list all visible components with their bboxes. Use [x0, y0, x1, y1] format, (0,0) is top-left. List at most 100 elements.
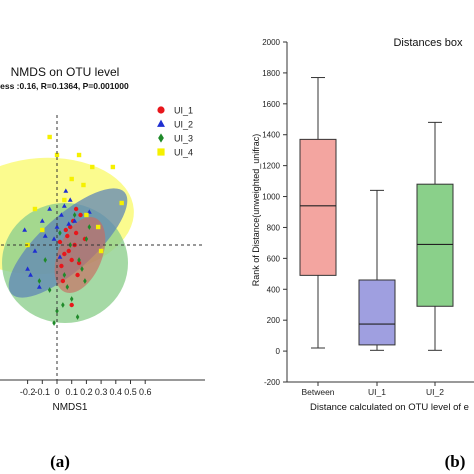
nmds-point-ui-1 [59, 263, 64, 269]
nmds-point-ui-4 [47, 134, 52, 140]
nmds-point-ui-2 [22, 227, 28, 232]
nmds-point-ui-1 [75, 272, 80, 278]
nmds-point-ui-3 [65, 284, 70, 290]
box-ui-2 [416, 183, 454, 307]
nmds-point-ui-2 [51, 236, 57, 241]
nmds-point-ui-3 [80, 266, 84, 272]
legend-label: UI_2 [174, 120, 193, 130]
box-y-tick-label: 0 [276, 347, 281, 356]
nmds-point-ui-2 [63, 188, 69, 193]
nmds-point-ui-4 [81, 182, 86, 188]
nmds-point-ui-2 [72, 218, 78, 223]
nmds-point-ui-4 [32, 206, 38, 212]
box-plot-area [299, 77, 454, 351]
nmds-point-ui-4 [90, 164, 95, 170]
nmds-point-ui-1 [76, 260, 82, 266]
nmds-point-ui-1 [60, 278, 66, 284]
nmds-point-ui-4 [98, 248, 104, 254]
nmds-point-ui-4 [54, 152, 60, 158]
nmds-point-ui-3 [69, 296, 74, 302]
nmds-point-ui-1 [65, 233, 70, 239]
nmds-point-ui-4 [110, 164, 116, 170]
box-y-tick-label: 1400 [262, 131, 280, 140]
nmds-point-ui-3 [72, 212, 77, 218]
box-y-tick-label: 1200 [262, 162, 280, 171]
nmds-point-ui-3 [83, 278, 87, 284]
nmds-x-tick-label: 0.2 [80, 387, 93, 397]
nmds-x-tick-label: 0 [54, 387, 59, 397]
nmds-point-ui-3 [37, 278, 42, 284]
box-x-tick-label: Between [301, 387, 334, 397]
nmds-point-ui-3 [61, 302, 65, 308]
nmds-point-ui-1 [62, 251, 67, 257]
nmds-point-ui-2 [25, 266, 31, 271]
legend-label: UI_1 [174, 106, 193, 116]
legend-marker-ui-1 [157, 106, 165, 114]
nmds-point-ui-3 [58, 230, 62, 236]
box-y-label: Rank of Distance(unweighted_unifrac) [251, 134, 261, 287]
nmds-point-ui-2 [61, 203, 67, 208]
nmds-point-ui-2 [39, 218, 45, 223]
legend-label: UI_4 [174, 148, 193, 158]
nmds-point-ui-1 [73, 206, 79, 212]
nmds-point-ui-3 [52, 320, 56, 326]
nmds-point-ui-2 [47, 206, 53, 211]
box-y-tick-label: 1800 [262, 69, 280, 78]
nmds-point-ui-3 [55, 308, 59, 314]
nmds-point-ui-4 [119, 200, 124, 206]
nmds-legend: UI_1 UI_2 UI_3 UI_4 [157, 106, 193, 158]
legend-marker-ui-2 [157, 119, 165, 127]
legend-label: UI_3 [174, 134, 193, 144]
nmds-point-ui-4 [40, 227, 45, 233]
nmds-point-ui-4 [76, 152, 82, 158]
panel-b: Distances box 20001800160014001200100080… [251, 37, 474, 471]
nmds-point-ui-1 [68, 224, 73, 230]
nmds-point-ui-1 [78, 212, 83, 218]
legend-marker-ui-3 [158, 133, 164, 143]
box-y-tick-label: 200 [267, 316, 281, 325]
nmds-point-ui-2 [42, 233, 48, 238]
box-x-label: Distance calculated on OTU level of e [310, 402, 469, 413]
nmds-point-ui-2 [66, 221, 72, 226]
box-ui-1 [358, 279, 396, 346]
nmds-point-ui-1 [63, 227, 69, 233]
nmds-title: NMDS on OTU level [11, 65, 120, 79]
nmds-point-ui-1 [73, 230, 79, 236]
nmds-subtitle: tress :0.16, R=0.1364, P=0.001000 [0, 81, 129, 91]
nmds-point-ui-2 [57, 254, 63, 259]
caption-b: (b) [445, 452, 466, 471]
nmds-point-ui-3 [84, 236, 89, 242]
box-title: Distances box [393, 37, 463, 49]
nmds-point-ui-2 [67, 197, 73, 202]
panel-a: NMDS on OTU level tress :0.16, R=0.1364,… [0, 65, 205, 471]
nmds-point-ui-1 [69, 302, 74, 308]
nmds-x-tick-label: 0.6 [139, 387, 152, 397]
box-y-ticks: 2000180016001400120010008006004002000-20… [262, 38, 287, 387]
box-x-tick-label: UI_2 [426, 387, 444, 397]
nmds-point-ui-4 [69, 176, 74, 182]
nmds-x-tick-label: -0.1 [35, 387, 51, 397]
box-x-tick-label: UI_1 [368, 387, 386, 397]
nmds-point-ui-2 [36, 284, 42, 289]
nmds-x-label: NMDS1 [52, 402, 87, 413]
legend-marker-ui-4 [157, 148, 165, 156]
box-y-tick-label: 1000 [262, 193, 280, 202]
nmds-plot-area: -0.2 -0.1 0 0.1 0.2 0.3 0.4 0.5 0.6 [0, 115, 205, 397]
box-y-tick-label: 1600 [262, 100, 280, 109]
box-between [299, 138, 337, 276]
box-y-tick-label: 2000 [262, 38, 280, 47]
nmds-point-ui-2 [32, 248, 38, 253]
box-y-tick-label: 800 [267, 223, 281, 232]
nmds-point-ui-3 [47, 287, 52, 293]
box-y-tick-label: -200 [264, 378, 281, 387]
nmds-point-ui-3 [62, 272, 67, 278]
nmds-x-tick-label: 0.4 [110, 387, 123, 397]
nmds-point-ui-2 [28, 272, 33, 277]
nmds-point-ui-2 [54, 224, 60, 229]
nmds-point-ui-3 [68, 242, 72, 248]
nmds-point-ui-1 [66, 248, 71, 254]
box-y-tick-label: 400 [267, 285, 281, 294]
nmds-point-ui-2 [58, 212, 64, 217]
nmds-point-ui-3 [75, 314, 80, 320]
